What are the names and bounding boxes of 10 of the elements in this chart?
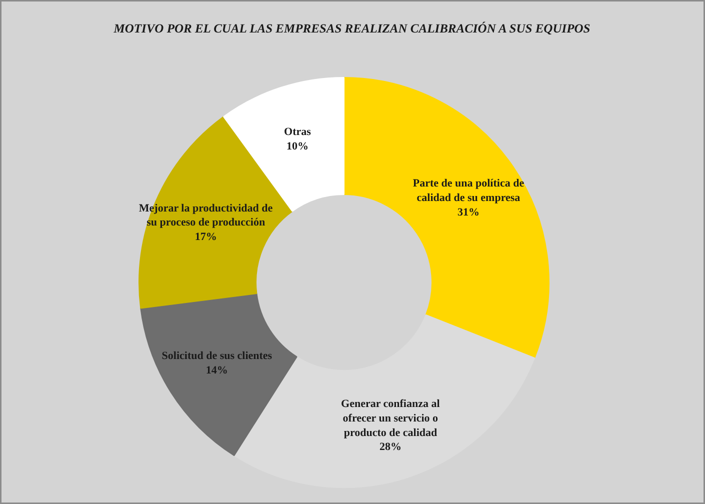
data-label: 14% xyxy=(206,364,228,376)
chart-title: MOTIVO POR EL CUAL LAS EMPRESAS REALIZAN CALIBRACIÓN A SUS EQUIPOS xyxy=(112,22,590,36)
data-label: 28% xyxy=(380,441,402,454)
slice-label: Solicitud de sus clientes xyxy=(162,350,273,362)
data-label: 10% xyxy=(286,140,308,153)
slice-label: Otras xyxy=(284,126,312,138)
slice-label: Parte de una política de calidad de su empresa xyxy=(412,178,524,204)
slice-label: Generar confianza al ofrecer un servicio o producto de calidad xyxy=(341,398,440,439)
data-label: 17% xyxy=(194,231,217,244)
data-label: 31% xyxy=(457,206,480,218)
